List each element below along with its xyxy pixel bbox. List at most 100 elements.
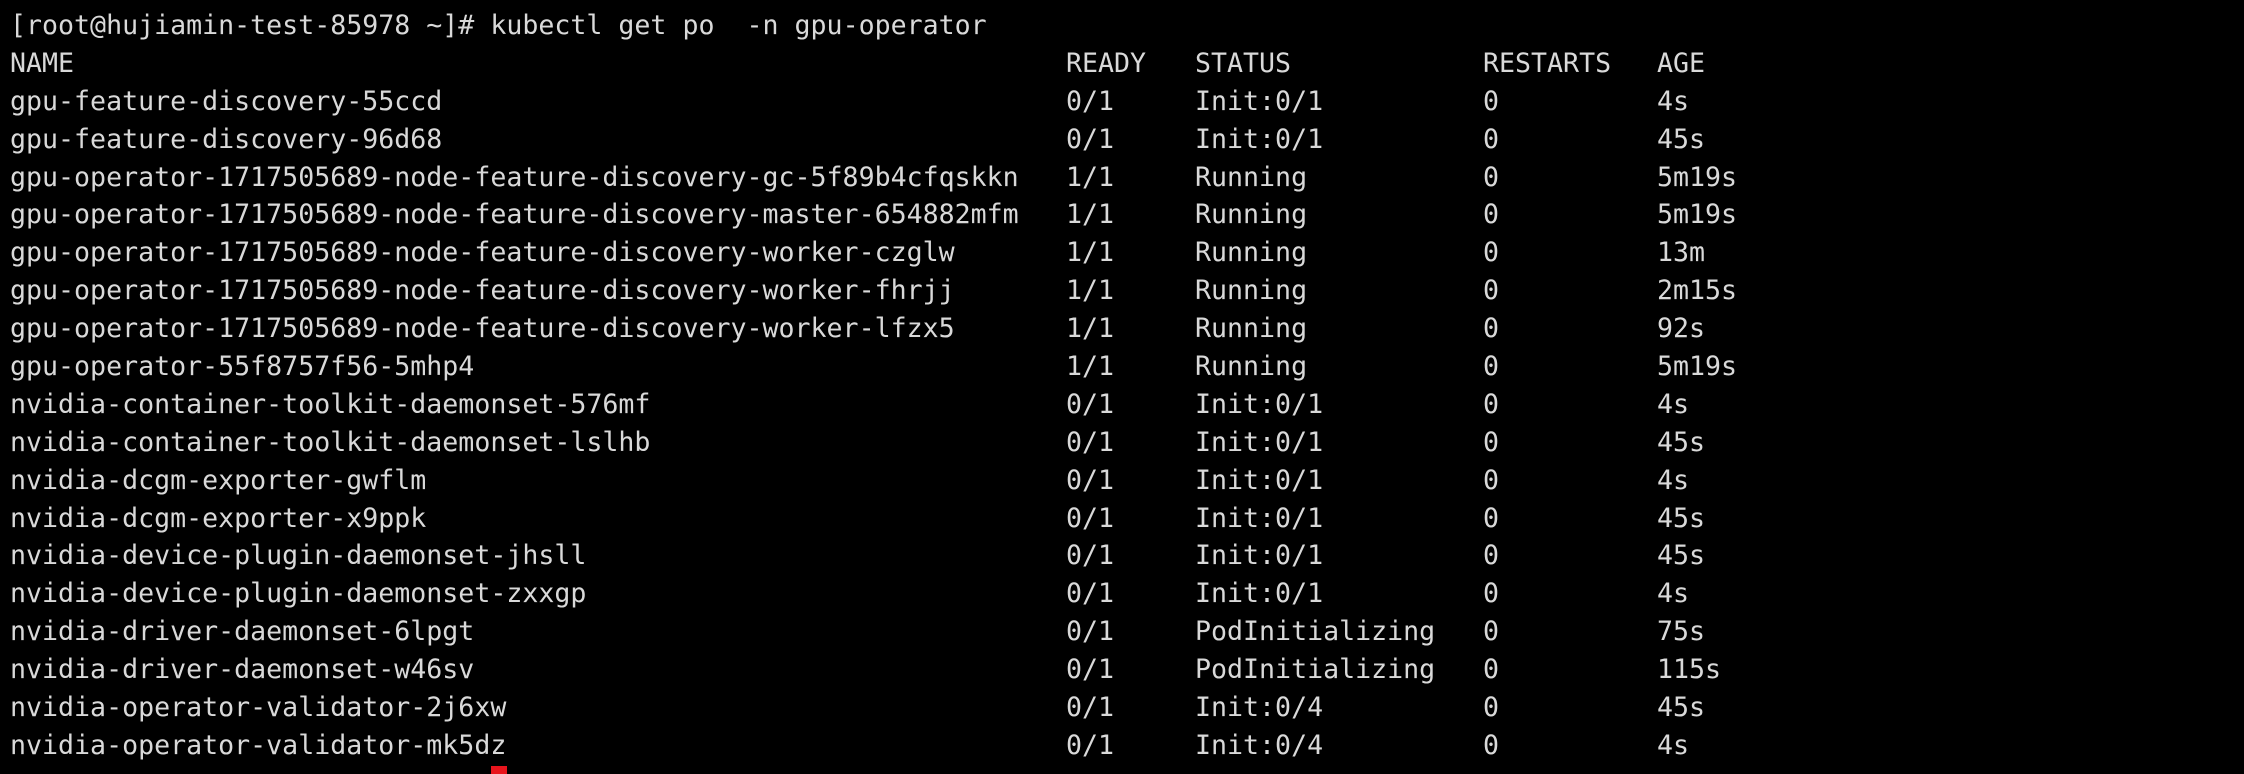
pod-ready: 0/1	[1066, 464, 1115, 496]
pod-restarts: 0	[1483, 123, 1500, 155]
pod-name: nvidia-container-toolkit-daemonset-lslhb	[10, 426, 651, 458]
shell-prompt: [root@hujiamin-test-85978 ~]#	[10, 10, 491, 41]
pod-age: 92s	[1657, 313, 1706, 345]
header-ready: READY	[1066, 47, 1147, 79]
pod-name: nvidia-device-plugin-daemonset-zxxgp	[10, 578, 587, 610]
pod-age: 45s	[1657, 426, 1706, 458]
pod-ready: 0/1	[1066, 123, 1115, 155]
header-restarts: RESTARTS	[1483, 47, 1612, 79]
pod-name: gpu-operator-1717505689-node-feature-dis…	[10, 199, 1019, 231]
terminal-output[interactable]: [root@hujiamin-test-85978 ~]# kubectl ge…	[10, 7, 1857, 765]
pod-restarts: 0	[1483, 616, 1500, 648]
pod-list: gpu-feature-discovery-55ccd 0/1 Init:0/1 0 4…	[10, 83, 1857, 765]
pod-status: Init:0/4	[1195, 729, 1324, 761]
pod-name: gpu-feature-discovery-96d68	[10, 123, 443, 155]
pod-ready: 0/1	[1066, 616, 1115, 648]
header-name: NAME	[10, 47, 75, 79]
table-row: nvidia-driver-daemonset-w46sv 0/1 PodIniti…	[10, 651, 1857, 689]
pod-age: 5m19s	[1657, 161, 1738, 193]
pod-age: 45s	[1657, 540, 1706, 572]
pod-name: gpu-operator-1717505689-node-feature-dis…	[10, 313, 955, 345]
pod-name: nvidia-dcgm-exporter-gwflm	[10, 464, 427, 496]
pod-status: Init:0/1	[1195, 464, 1324, 496]
pod-status: Init:0/4	[1195, 692, 1324, 724]
table-row: nvidia-container-toolkit-daemonset-576mf…	[10, 386, 1857, 424]
pod-restarts: 0	[1483, 578, 1500, 610]
pod-ready: 0/1	[1066, 388, 1115, 420]
command-text: kubectl get po -n gpu-operator	[490, 10, 987, 41]
pod-status: Running	[1195, 199, 1308, 231]
pod-age: 4s	[1657, 85, 1690, 117]
pod-ready: 1/1	[1066, 313, 1115, 345]
pod-status: Init:0/1	[1195, 502, 1324, 534]
pod-restarts: 0	[1483, 313, 1500, 345]
pod-restarts: 0	[1483, 502, 1500, 534]
pod-restarts: 0	[1483, 464, 1500, 496]
table-row: gpu-operator-1717505689-node-feature-dis…	[10, 272, 1857, 310]
pod-restarts: 0	[1483, 351, 1500, 383]
pod-status: Running	[1195, 351, 1308, 383]
pod-ready: 0/1	[1066, 426, 1115, 458]
pod-status: PodInitializing	[1195, 616, 1436, 648]
pod-status: Init:0/1	[1195, 123, 1324, 155]
header-status: STATUS	[1195, 47, 1292, 79]
pod-status: Running	[1195, 275, 1308, 307]
pod-status: Running	[1195, 313, 1308, 345]
pod-status: Init:0/1	[1195, 85, 1324, 117]
table-row: gpu-operator-1717505689-node-feature-dis…	[10, 196, 1857, 234]
pod-restarts: 0	[1483, 692, 1500, 724]
pod-age: 75s	[1657, 616, 1706, 648]
pod-ready: 1/1	[1066, 351, 1115, 383]
pod-age: 4s	[1657, 729, 1690, 761]
table-row: gpu-feature-discovery-55ccd 0/1 Init:0/1 0 4…	[10, 83, 1857, 121]
pod-name: nvidia-driver-daemonset-w46sv	[10, 654, 475, 686]
pod-ready: 0/1	[1066, 654, 1115, 686]
table-row: nvidia-operator-validator-mk5dz 0/1 Init:0…	[10, 727, 1857, 765]
pod-name: nvidia-operator-validator-mk5dz	[10, 729, 507, 761]
pod-ready: 0/1	[1066, 540, 1115, 572]
pod-name: gpu-operator-1717505689-node-feature-dis…	[10, 161, 1019, 193]
pod-ready: 0/1	[1066, 692, 1115, 724]
pod-age: 115s	[1657, 654, 1722, 686]
pod-name: gpu-feature-discovery-55ccd	[10, 85, 443, 117]
table-row: nvidia-container-toolkit-daemonset-lslhb…	[10, 424, 1857, 462]
table-row: gpu-operator-1717505689-node-feature-dis…	[10, 310, 1857, 348]
pod-ready: 1/1	[1066, 161, 1115, 193]
table-row: nvidia-device-plugin-daemonset-jhsll 0/1 I…	[10, 537, 1857, 575]
pod-ready: 0/1	[1066, 85, 1115, 117]
pod-name: nvidia-driver-daemonset-6lpgt	[10, 616, 475, 648]
pod-ready: 1/1	[1066, 275, 1115, 307]
pod-restarts: 0	[1483, 654, 1500, 686]
command-line: [root@hujiamin-test-85978 ~]# kubectl ge…	[10, 7, 1857, 45]
header-age: AGE	[1657, 47, 1706, 79]
table-row: nvidia-device-plugin-daemonset-zxxgp 0/1 I…	[10, 575, 1857, 613]
pod-restarts: 0	[1483, 161, 1500, 193]
pod-name: gpu-operator-1717505689-node-feature-dis…	[10, 237, 955, 269]
pod-status: Init:0/1	[1195, 426, 1324, 458]
pod-age: 45s	[1657, 123, 1706, 155]
pod-status: Init:0/1	[1195, 540, 1324, 572]
pod-restarts: 0	[1483, 540, 1500, 572]
pod-status: Running	[1195, 161, 1308, 193]
pod-status: Init:0/1	[1195, 578, 1324, 610]
table-row: gpu-operator-1717505689-node-feature-dis…	[10, 159, 1857, 197]
pod-name: gpu-operator-1717505689-node-feature-dis…	[10, 275, 955, 307]
pod-ready: 0/1	[1066, 502, 1115, 534]
table-row: gpu-operator-1717505689-node-feature-dis…	[10, 234, 1857, 272]
table-row: gpu-feature-discovery-96d68 0/1 Init:0/1 0 4…	[10, 121, 1857, 159]
table-header: NAME READY STATUS RESTARTS AGE	[10, 45, 1857, 83]
table-row: gpu-operator-55f8757f56-5mhp4 1/1 Running 0…	[10, 348, 1857, 386]
table-row: nvidia-dcgm-exporter-x9ppk 0/1 Init:0/1 0 45…	[10, 500, 1857, 538]
pod-restarts: 0	[1483, 388, 1500, 420]
pod-restarts: 0	[1483, 85, 1500, 117]
pod-name: nvidia-container-toolkit-daemonset-576mf	[10, 388, 651, 420]
pod-restarts: 0	[1483, 275, 1500, 307]
pod-status: Init:0/1	[1195, 388, 1324, 420]
pod-age: 2m15s	[1657, 275, 1738, 307]
table-row: nvidia-driver-daemonset-6lpgt 0/1 PodIniti…	[10, 613, 1857, 651]
pod-age: 4s	[1657, 464, 1690, 496]
pod-age: 4s	[1657, 578, 1690, 610]
pod-age: 45s	[1657, 692, 1706, 724]
pod-name: nvidia-device-plugin-daemonset-jhsll	[10, 540, 587, 572]
pod-restarts: 0	[1483, 199, 1500, 231]
